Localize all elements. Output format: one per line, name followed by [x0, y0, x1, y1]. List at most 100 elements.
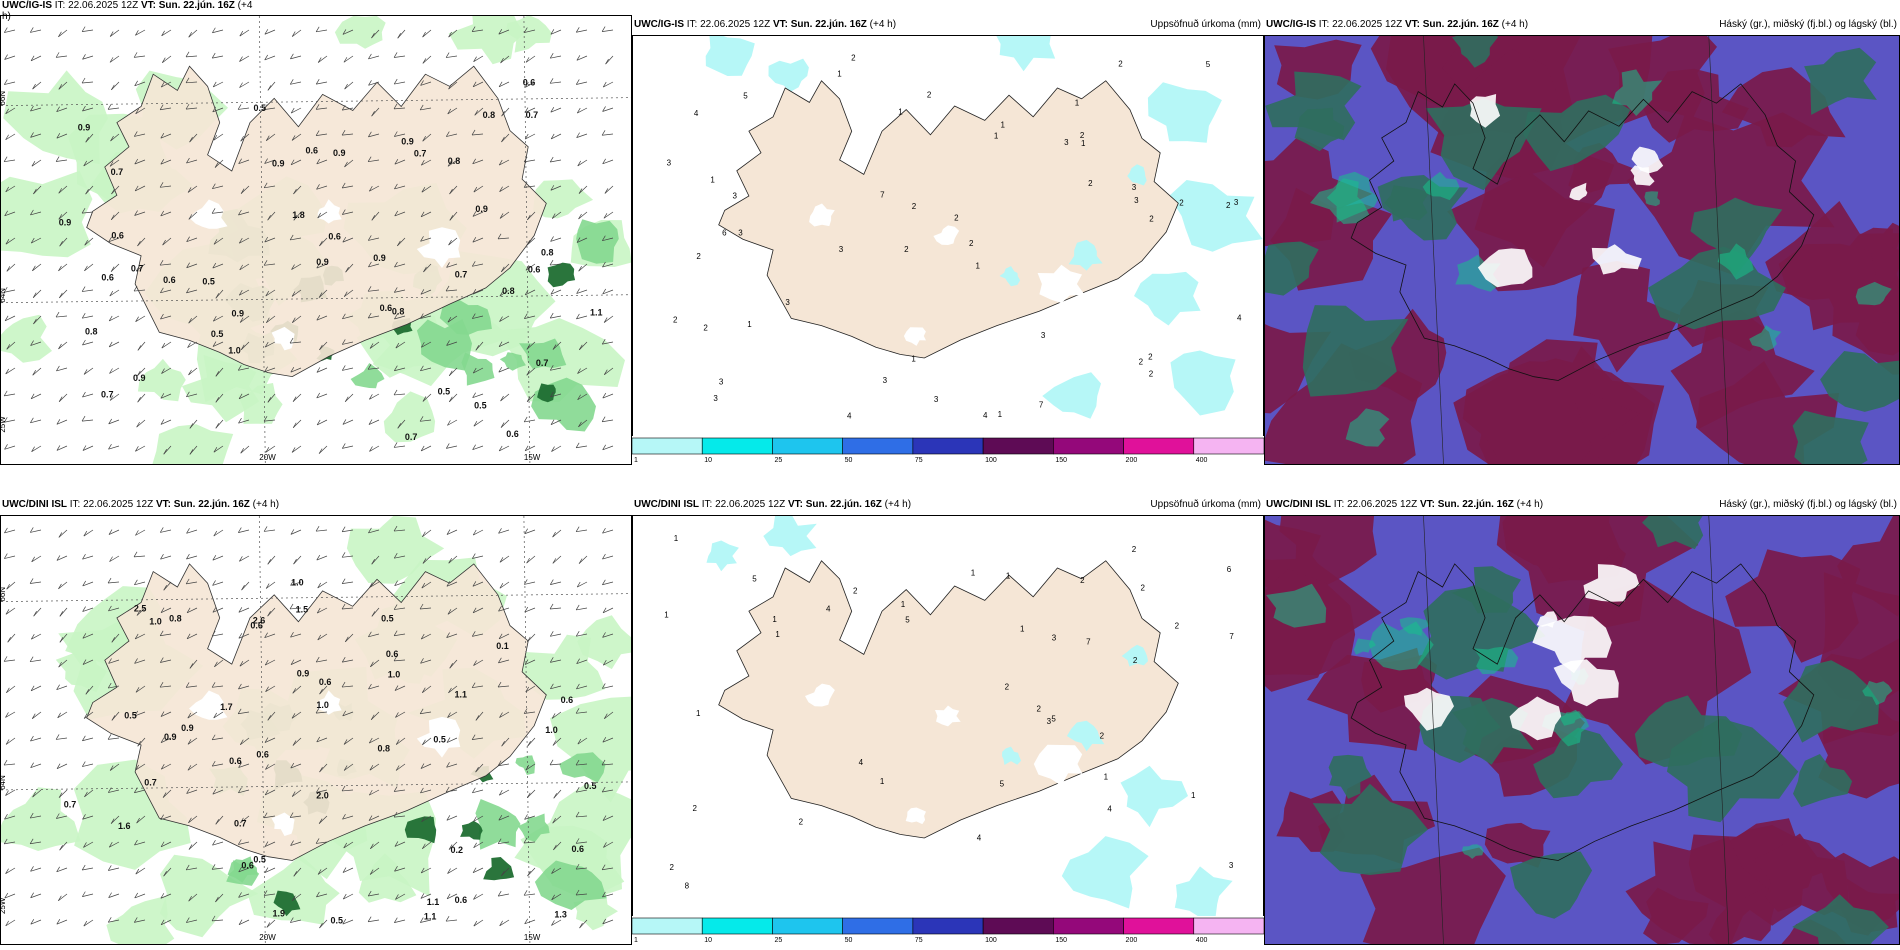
value-label: 1.8: [292, 210, 305, 220]
wind-barb: [107, 734, 120, 740]
shade-light: [573, 891, 618, 931]
value-label: 1.1: [455, 690, 468, 700]
wind-barb: [499, 289, 510, 297]
value-label: 0.7: [526, 110, 539, 120]
value-label: 0.9: [59, 217, 72, 227]
high-cloud: [1670, 309, 1815, 429]
wind-barb: [497, 233, 510, 240]
wind-barb: [160, 210, 172, 217]
wind-barb: [264, 737, 276, 743]
wind-barb: [160, 841, 172, 848]
precip-value: 3: [883, 376, 888, 385]
wind-barb: [266, 315, 276, 324]
value-label: 0.5: [438, 386, 451, 396]
shade-light: [577, 615, 631, 670]
wind-barb: [5, 607, 16, 615]
wind-barb: [160, 919, 172, 926]
wind-barb: [33, 315, 42, 325]
precip-value: 2: [693, 804, 698, 813]
low-cloud-edge: [1266, 583, 1327, 628]
value-label: 0.7: [536, 358, 549, 368]
wind-barb: [3, 656, 16, 662]
wind-barb: [498, 81, 510, 88]
colorbar-segment: [772, 437, 843, 455]
wind-barb: [315, 78, 328, 85]
wind-barb: [58, 789, 68, 798]
wind-barb: [472, 158, 484, 165]
wind-barb: [524, 27, 536, 33]
wind-barb: [212, 183, 224, 190]
wind-barb: [576, 581, 588, 588]
wind-barb: [290, 580, 302, 586]
wind-barb: [267, 211, 276, 221]
wind-barb: [603, 315, 614, 323]
precip-value: 3: [667, 158, 672, 167]
precip-value: 2: [1175, 621, 1180, 630]
wind-barb: [315, 656, 328, 663]
colorbar-segment: [912, 917, 984, 935]
high-cloud: [1778, 243, 1899, 331]
wind-panel-row1: UWC/IG-IS IT: 22.06.2025 12Z VT: Sun. 22…: [0, 0, 632, 465]
low-cloud-edge: [1461, 844, 1484, 859]
wind-barb: [604, 711, 614, 720]
wind-barb: [419, 603, 432, 610]
value-label: 0.6: [380, 303, 393, 313]
wind-barb: [189, 419, 198, 429]
lon-label: 15W: [524, 453, 541, 462]
precip-value: 3: [1041, 331, 1046, 340]
wind-barb: [212, 555, 224, 561]
low-cloud-edge: [1326, 171, 1379, 223]
wind-barb: [368, 789, 380, 796]
value-label: 2.5: [134, 603, 147, 613]
wind-barb: [110, 263, 120, 272]
wind-barb: [497, 681, 510, 688]
value-label: 0.5: [202, 277, 215, 287]
wind-barb: [240, 341, 250, 351]
precip-colorbar: 1 10 25 50 75 100 150 200 400: [632, 916, 1264, 944]
wind-barb: [4, 79, 16, 85]
precip-value: 2: [912, 202, 917, 211]
wind-barb: [30, 685, 42, 692]
precip-value: 1: [710, 175, 715, 184]
precip-value: 2: [1080, 131, 1085, 140]
wind-barb: [108, 892, 120, 898]
wind-barb: [576, 658, 588, 665]
clear-sky: [1569, 182, 1588, 201]
wind-barb: [498, 606, 510, 612]
wind-barb: [446, 632, 458, 638]
wind-barb: [159, 104, 172, 111]
wind-barb: [524, 445, 536, 452]
wind-barb: [213, 529, 224, 537]
glacier: [189, 690, 228, 720]
wind-barb: [58, 185, 68, 194]
wind-barb: [578, 211, 588, 220]
wind-barb: [290, 917, 302, 923]
precip-value: 1: [1006, 572, 1011, 581]
precip-value: 3: [1052, 633, 1057, 642]
wind-barb: [30, 209, 42, 216]
wind-barb: [368, 737, 380, 744]
wind-barb: [291, 133, 302, 141]
low-cloud-edge: [1717, 243, 1754, 280]
wind-barb: [109, 367, 120, 374]
wind-barb: [445, 52, 458, 58]
value-label: 0.5: [124, 711, 137, 721]
wind-barb: [423, 263, 432, 273]
low-cloud: [1804, 47, 1877, 115]
wind-barb: [446, 581, 458, 587]
wind-barb: [56, 106, 68, 112]
wind-barb: [267, 711, 276, 721]
precip-area: [1170, 350, 1236, 416]
wind-barb: [367, 156, 380, 163]
cloud-panel-row2: UWC/DINI ISL IT: 22.06.2025 12Z VT: Sun.…: [1264, 495, 1900, 945]
precip-value: 1: [1191, 791, 1196, 800]
clear-sky: [1477, 248, 1533, 288]
low-cloud: [1328, 754, 1372, 799]
wind-barb: [471, 734, 484, 740]
wind-barb: [394, 841, 406, 847]
wind-barb: [578, 185, 588, 194]
wind-panel-row2: UWC/DINI ISL IT: 22.06.2025 12Z VT: Sun.…: [0, 495, 632, 945]
valid-time: VT: Sun. 22.jún. 16Z: [1419, 499, 1514, 510]
wind-barb: [85, 133, 94, 143]
precip-value: 3: [1134, 196, 1139, 205]
